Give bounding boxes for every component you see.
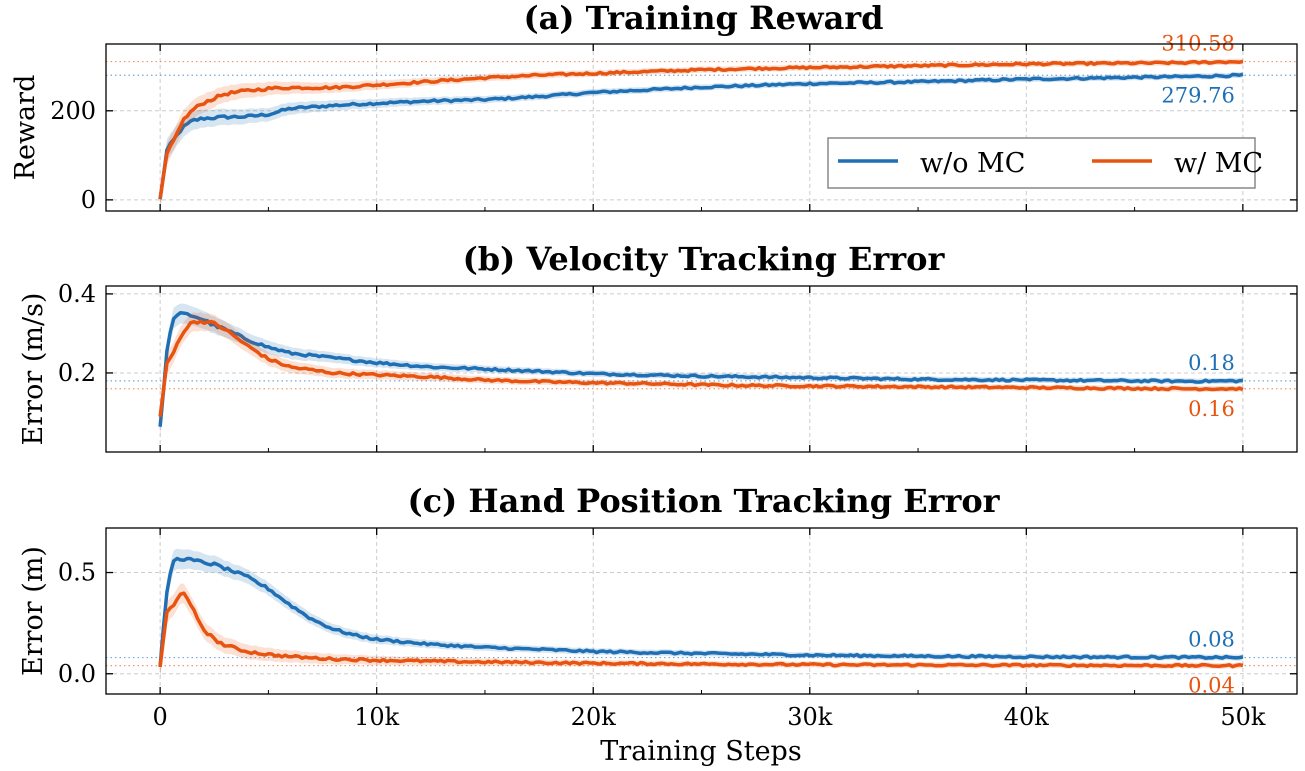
series-line-reward-wo-mc xyxy=(158,72,1244,200)
x-axis-label: Training Steps xyxy=(600,736,801,767)
series-line-hand-w-mc xyxy=(158,591,1244,669)
y-axis-label-reward: Reward xyxy=(10,75,41,181)
series-line-hand-wo-mc xyxy=(158,556,1244,667)
y-tick-label-reward-0: 0 xyxy=(81,186,96,214)
panel-title-reward: (a) Training Reward xyxy=(523,0,883,37)
axes-frame-hand xyxy=(105,527,1298,695)
grid-hand xyxy=(106,528,1297,694)
series-line-velocity-wo-mc xyxy=(158,311,1243,427)
grid-reward xyxy=(106,44,1297,211)
series-line-velocity-w-mc xyxy=(158,319,1244,417)
y-tick-label-velocity-1: 0.4 xyxy=(58,280,96,308)
x-tick-label-4: 40k xyxy=(1004,703,1050,731)
legend-label-w-mc: w/ MC xyxy=(1174,148,1263,179)
x-tick-label-5: 50k xyxy=(1220,703,1266,731)
y-tick-label-reward-1: 200 xyxy=(50,97,96,125)
plot-area-velocity xyxy=(106,303,1297,439)
plot-area-reward xyxy=(106,58,1297,211)
panel-velocity: 0.18 0.16 0.2 0.4 (b) Velocity Tracking Erro… xyxy=(18,240,1298,453)
final-value-label-hand-wo-mc: 0.08 xyxy=(1188,628,1235,652)
plot-area-hand xyxy=(106,548,1297,679)
y-tick-label-hand-0: 0.0 xyxy=(58,660,96,688)
x-tick-label-2: 20k xyxy=(571,703,617,731)
x-tick-label-1: 10k xyxy=(354,703,400,731)
legend-box xyxy=(827,137,1256,189)
grid-velocity xyxy=(106,286,1297,452)
y-tick-label-hand-1: 0.5 xyxy=(58,559,96,587)
final-value-label-velocity-w-mc: 0.16 xyxy=(1188,397,1235,421)
panel-title-hand: (c) Hand Position Tracking Error xyxy=(407,482,1000,520)
final-value-label-velocity-wo-mc: 0.18 xyxy=(1188,351,1235,375)
y-axis-label-velocity: Error (m/s) xyxy=(18,293,49,446)
panel-title-velocity: (b) Velocity Tracking Error xyxy=(463,240,946,278)
y-tick-label-velocity-0: 0.2 xyxy=(58,359,96,387)
series-line-reward-w-mc xyxy=(158,59,1244,200)
final-value-label-reward-wo-mc: 279.76 xyxy=(1161,83,1234,107)
legend-label-wo-mc: w/o MC xyxy=(920,148,1025,179)
legend: w/o MC w/ MC xyxy=(827,137,1263,189)
confidence-band-hand-wo-mc xyxy=(160,548,1243,679)
x-tick-label-3: 30k xyxy=(787,703,833,731)
panel-hand: 0.080.040.00.50 10k 20k 30k 40k 50k(c) Hand P… xyxy=(18,482,1298,731)
y-axis-label-hand: Error (m) xyxy=(18,546,49,676)
x-tick-label-0: 0 xyxy=(152,703,167,731)
